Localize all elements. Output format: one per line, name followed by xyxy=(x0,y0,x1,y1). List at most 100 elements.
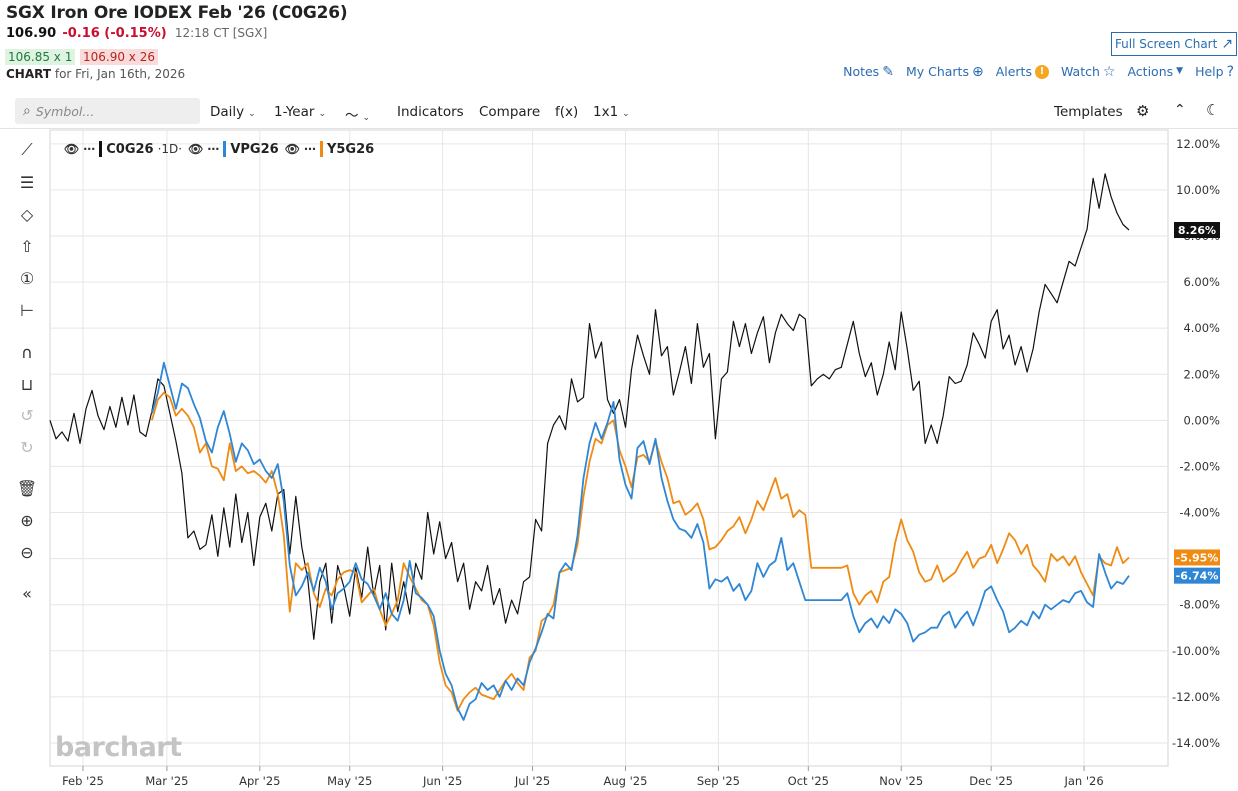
settings-gear-icon[interactable]: ⚙ xyxy=(1136,102,1150,120)
chevron-down-icon: ⌄ xyxy=(318,109,326,119)
price-change: -0.16 (-0.15%) xyxy=(62,26,167,41)
fib-tool-icon[interactable]: ☰ xyxy=(19,172,35,192)
help-label: Help xyxy=(1195,64,1224,79)
legend-item-vpg26[interactable]: 👁 ⋯ VPG26 xyxy=(188,141,279,157)
y-tick-label: 6.00% xyxy=(1183,275,1220,289)
indicators-button[interactable]: Indicators xyxy=(397,104,464,120)
legend-label-y5g26: Y5G26 xyxy=(326,141,375,157)
chart-type-select[interactable]: 〜 ⌄ xyxy=(345,104,370,124)
line-chart-icon: 〜 xyxy=(345,108,359,124)
notes-label: Notes xyxy=(843,64,880,79)
dark-mode-moon-icon[interactable]: ☾ xyxy=(1206,101,1220,119)
fullscreen-button[interactable]: Full Screen Chart ↗ xyxy=(1111,32,1237,56)
layout-select[interactable]: 1x1 ⌄ xyxy=(593,104,630,120)
more-dots-icon[interactable]: ⋯ xyxy=(207,142,220,156)
badge-label: -5.95% xyxy=(1176,551,1219,564)
trash-icon[interactable]: 🗑 xyxy=(16,478,38,498)
chevron-down-icon: ⌄ xyxy=(248,109,256,119)
chevron-down-icon: ⌄ xyxy=(622,109,630,119)
quote-line: 106.90 -0.16 (-0.15%) 12:18 CT [SGX] xyxy=(6,26,267,41)
range-label: 1-Year xyxy=(274,104,315,120)
shape-tool-icon[interactable]: ◇ xyxy=(20,204,34,224)
badge-bg xyxy=(1174,549,1220,566)
chevron-down-icon: ⌄ xyxy=(362,113,371,123)
mycharts-button[interactable]: My Charts ⊕ xyxy=(906,64,984,79)
range-select[interactable]: 1-Year ⌄ xyxy=(274,104,326,120)
series-line-y5g26 xyxy=(151,391,1130,712)
templates-button[interactable]: Templates xyxy=(1054,104,1123,120)
x-tick-label: Feb '25 xyxy=(62,774,104,788)
period-select[interactable]: Daily ⌄ xyxy=(210,104,256,120)
collapse-sidebar-icon[interactable]: « xyxy=(22,583,32,603)
eye-icon[interactable]: 👁 xyxy=(64,142,80,156)
y-tick-label: 12.00% xyxy=(1176,137,1220,151)
plot-frame xyxy=(49,129,1169,767)
legend-item-y5g26[interactable]: 👁 ⋯ Y5G26 xyxy=(285,141,374,157)
y-tick-label: -2.00% xyxy=(1179,459,1220,473)
eye-icon[interactable]: 👁 xyxy=(284,142,300,156)
notes-button[interactable]: Notes ✎ xyxy=(843,64,894,79)
period-label: Daily xyxy=(210,104,245,120)
search-icon: ⌕ xyxy=(23,103,31,119)
eye-icon[interactable]: 👁 xyxy=(188,142,204,156)
layout-label: 1x1 xyxy=(593,104,619,120)
legend-item-c0g26[interactable]: 👁 ⋯ C0G26·1D· xyxy=(64,141,182,157)
zoom-in-icon[interactable]: ⊕ xyxy=(20,510,34,530)
alerts-label: Alerts xyxy=(995,64,1032,79)
chart-toolbar: ⌕ Symbol... Daily ⌄ 1-Year ⌄ 〜 ⌄ Indicators… xyxy=(0,93,1238,129)
legend-label-vpg26: VPG26 xyxy=(230,141,279,157)
help-button[interactable]: Help? xyxy=(1195,64,1234,79)
expand-arrow-icon: ↗ xyxy=(1221,36,1234,52)
marker-tool-icon[interactable]: ① xyxy=(19,268,35,288)
series-color-swatch xyxy=(319,141,323,157)
symbol-search-input[interactable]: ⌕ Symbol... xyxy=(15,98,200,124)
barchart-watermark-logo: barchart xyxy=(55,732,182,763)
x-tick-label: May '25 xyxy=(327,774,372,788)
magnet-icon[interactable]: ∩ xyxy=(21,342,33,362)
chevron-down-icon: ▼ xyxy=(1176,66,1184,76)
x-tick-label: Mar '25 xyxy=(145,774,188,788)
watch-button[interactable]: Watch ☆ xyxy=(1061,64,1115,79)
x-tick-label: Aug '25 xyxy=(604,774,648,788)
collapse-up-icon[interactable]: ⌃ xyxy=(1174,102,1186,118)
ask-badge: 106.90 x 26 xyxy=(80,49,158,65)
zoom-out-icon[interactable]: ⊖ xyxy=(20,542,34,562)
y-tick-label: 10.00% xyxy=(1176,183,1220,197)
arrow-up-tool-icon[interactable]: ⇧ xyxy=(20,236,34,256)
trendline-tool-icon[interactable]: ⟋ xyxy=(21,140,33,159)
measure-tool-icon[interactable]: ⊢ xyxy=(20,300,34,320)
x-tick-label: Jul '25 xyxy=(514,774,550,788)
last-value-badge-y5g26: -5.95% xyxy=(1174,549,1220,566)
mycharts-label: My Charts xyxy=(905,64,969,79)
alerts-button[interactable]: Alerts! xyxy=(996,64,1049,79)
actions-menu[interactable]: Actions ▼ xyxy=(1127,64,1183,79)
search-placeholder: Symbol... xyxy=(35,103,95,119)
bid-badge: 106.85 x 1 xyxy=(5,49,76,65)
x-tick-label: Oct '25 xyxy=(788,774,829,788)
function-button[interactable]: f(x) xyxy=(555,104,579,120)
plus-circle-icon: ⊕ xyxy=(971,63,984,80)
chart-word: CHART xyxy=(6,67,52,81)
series-line-c0g26 xyxy=(49,173,1130,640)
unlock-icon[interactable]: ⊔ xyxy=(20,374,34,394)
series-color-swatch xyxy=(99,141,103,157)
x-tick-label: Nov '25 xyxy=(879,774,923,788)
redo-icon[interactable]: ↻ xyxy=(20,437,34,457)
series-line-vpg26 xyxy=(151,361,1130,721)
more-dots-icon[interactable]: ⋯ xyxy=(303,142,316,156)
last-value-badge-vpg26: -6.74% xyxy=(1174,567,1220,584)
badge-label: 8.26% xyxy=(1178,224,1216,237)
chart-date: CHART for Fri, Jan 16th, 2026 xyxy=(6,67,185,81)
watch-label: Watch xyxy=(1060,64,1100,79)
undo-icon[interactable]: ↺ xyxy=(20,405,34,425)
last-price: 106.90 xyxy=(6,26,57,41)
legend-interval: ·1D· xyxy=(157,142,183,156)
compare-button[interactable]: Compare xyxy=(479,104,541,120)
more-dots-icon[interactable]: ⋯ xyxy=(83,142,96,156)
y-tick-label: -14.00% xyxy=(1172,736,1220,750)
x-tick-label: Apr '25 xyxy=(239,774,280,788)
badge-bg xyxy=(1174,222,1220,239)
y-tick-label: 0.00% xyxy=(1183,413,1220,427)
x-tick-label: Jan '26 xyxy=(1063,774,1103,788)
